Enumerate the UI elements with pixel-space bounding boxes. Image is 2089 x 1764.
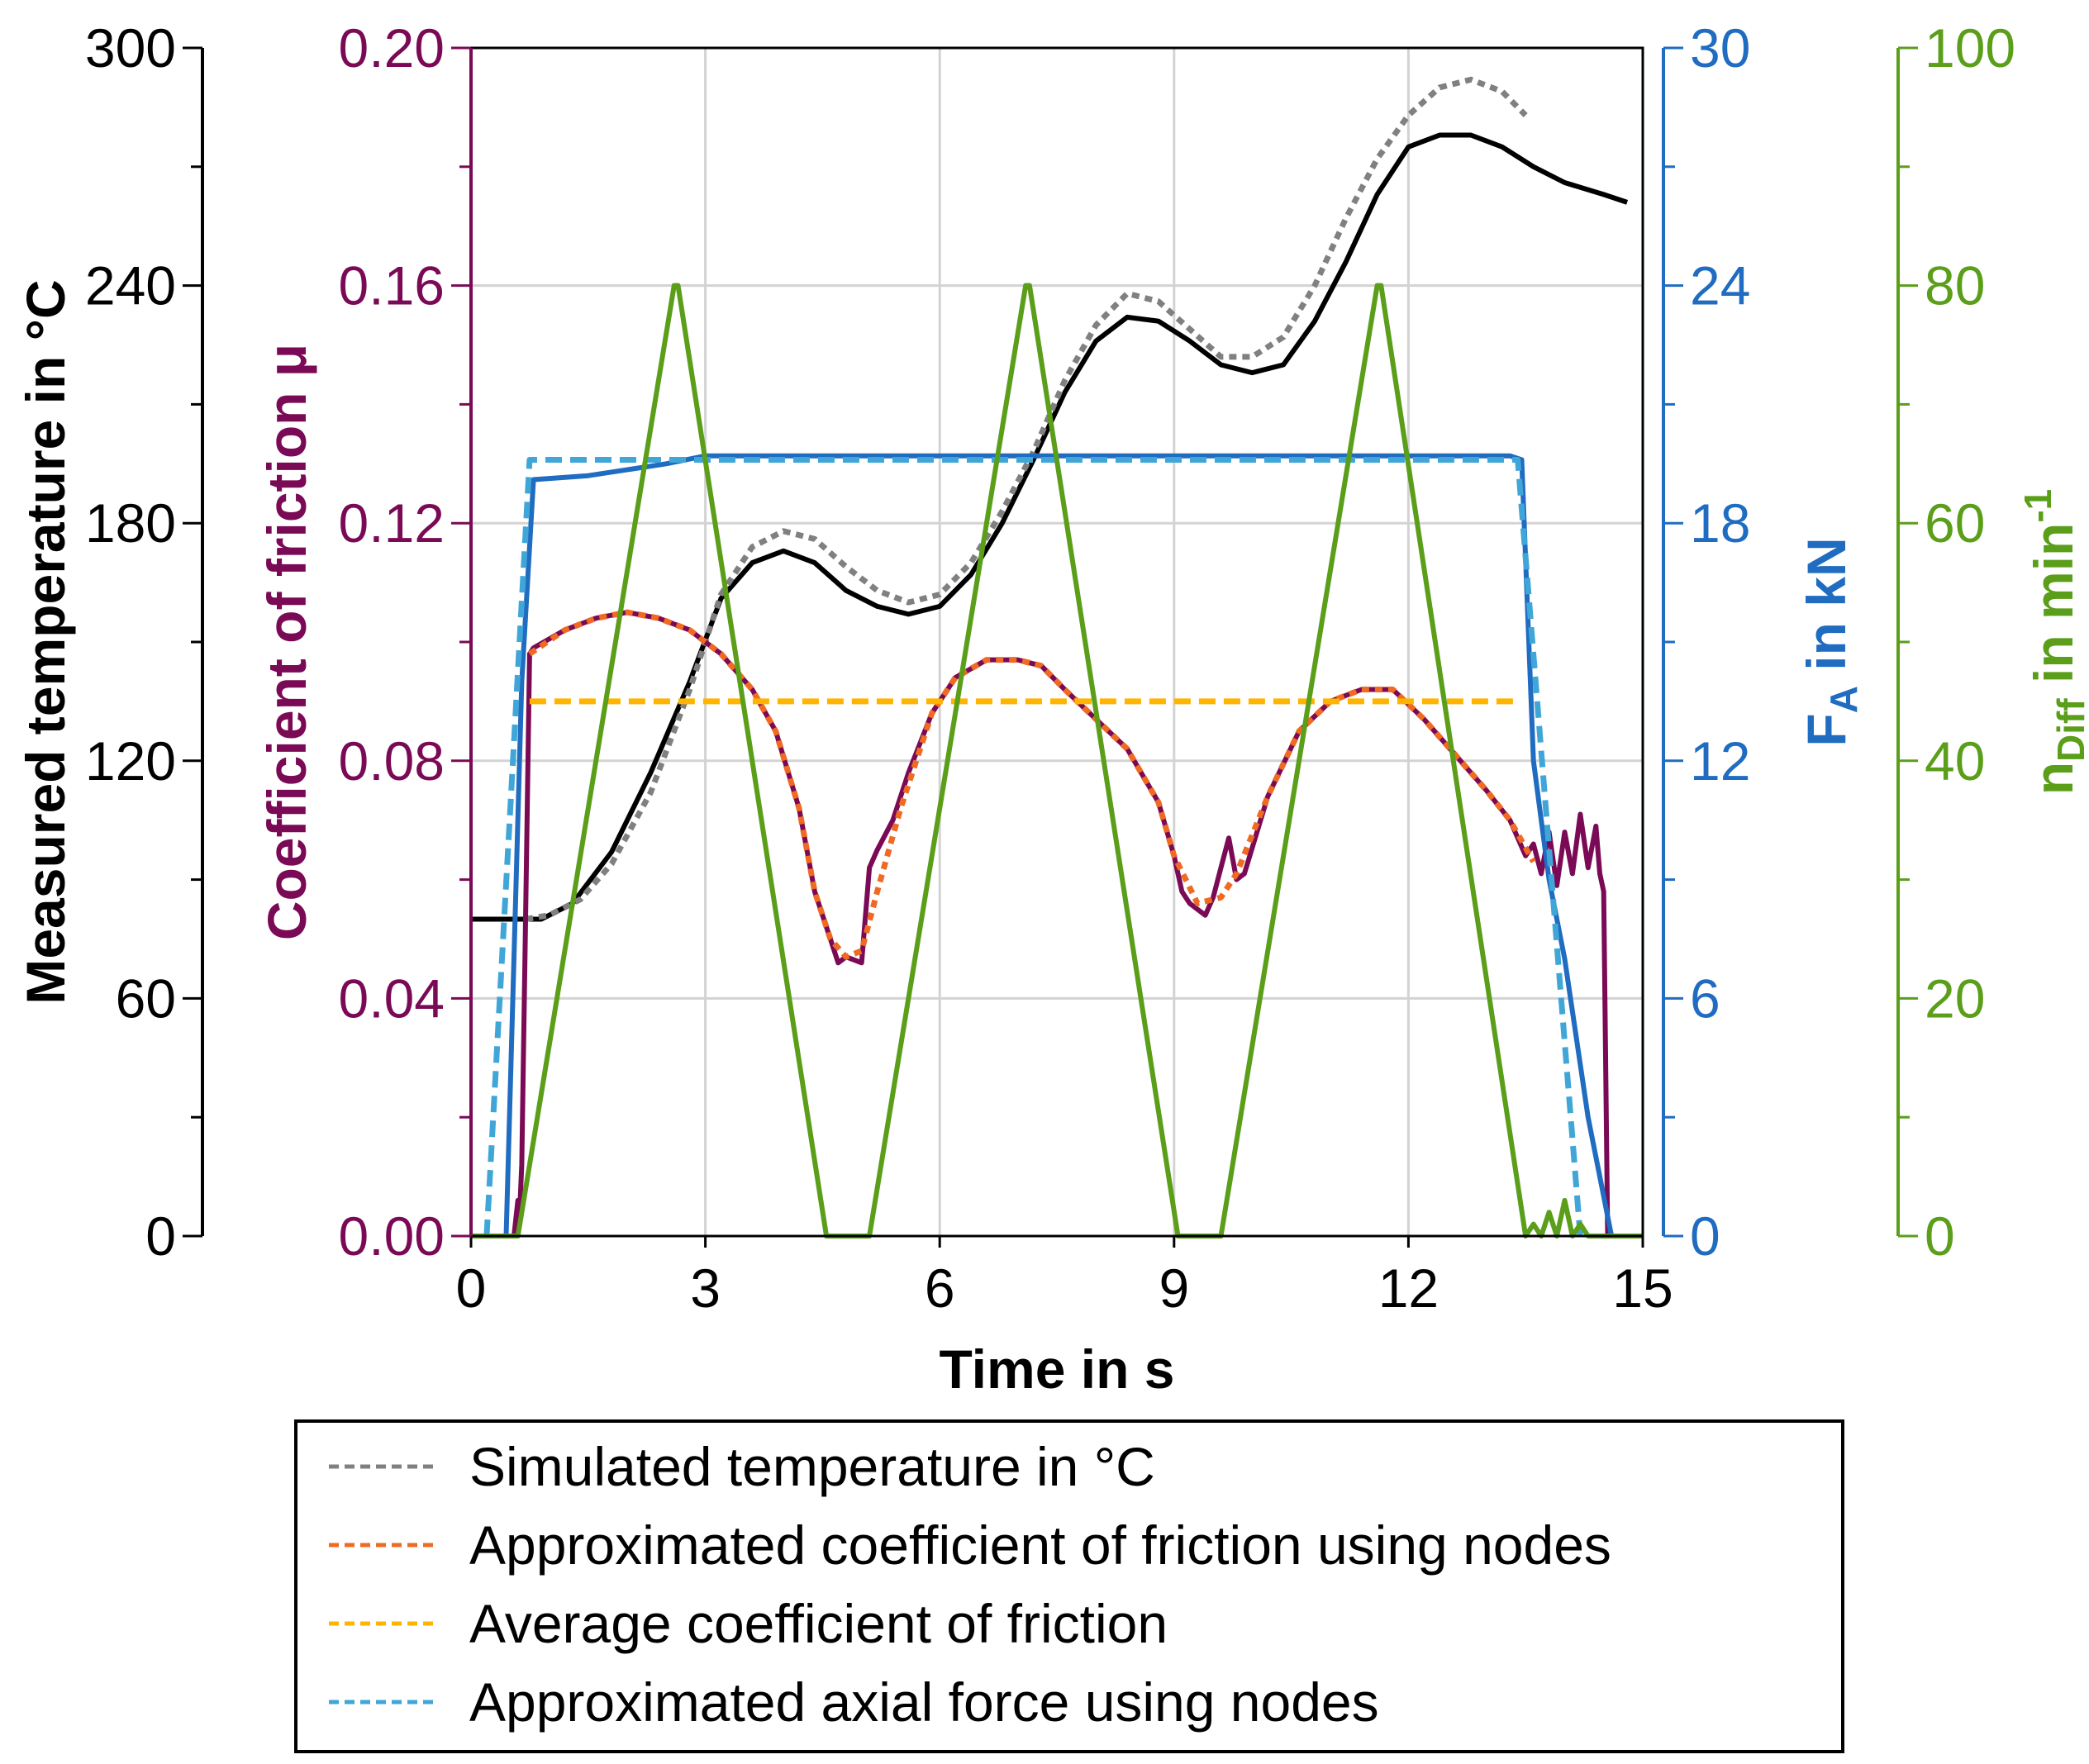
force-tick-label-0: 0 [1690, 1205, 1720, 1267]
speed-tick-label-2: 40 [1925, 730, 1985, 792]
speed-tick-label-5: 100 [1925, 17, 2015, 78]
force-axis-title-rest: in kN [1796, 537, 1857, 686]
speed-axis-title-main: n [2023, 762, 2084, 795]
x-tick-label-3: 9 [1159, 1258, 1189, 1319]
mu-tick-label-2: 0.08 [339, 730, 445, 792]
series-measured-coefficient-of-friction [471, 610, 1643, 1239]
mu-tick-label-4: 0.16 [339, 255, 445, 316]
speed-tick-label-4: 80 [1925, 255, 1985, 316]
force-axis-title: FA in kN [1796, 537, 1865, 746]
mu-tick-label-0: 0.00 [339, 1205, 445, 1267]
x-tick-label-5: 15 [1612, 1258, 1673, 1319]
series-measured-axial-force [471, 453, 1643, 1239]
temp-tick-label-3: 180 [85, 492, 176, 554]
x-axis-title: Time in s [940, 1338, 1175, 1400]
plot-frame [469, 46, 1644, 1238]
speed-axis-title-sup: -1 [2016, 489, 2059, 523]
temp-tick-label-0: 0 [145, 1205, 176, 1267]
mu-tick-label-3: 0.12 [339, 492, 445, 554]
legend-label-approx-friction: Approximated coefficient of friction usi… [469, 1514, 1611, 1576]
force-axis-title-sub: A [1822, 686, 1865, 713]
force-tick-label-3: 18 [1690, 492, 1750, 554]
speed-axis-title: nDiff in min-1 [2016, 489, 2089, 796]
x-tick-label-1: 3 [690, 1258, 721, 1319]
temperature-axis-title: Measured temperature in °C [15, 279, 76, 1004]
mu-tick-label-1: 0.04 [339, 968, 445, 1029]
speed-axis-title-sub: Diff [2049, 698, 2089, 762]
force-tick-label-5: 30 [1690, 17, 1750, 78]
legend-label-average-friction: Average coefficient of friction [469, 1593, 1168, 1654]
grid-lines [471, 48, 1643, 1236]
speed-axis-title-rest: in min [2023, 523, 2084, 699]
series-simulated-temperature-in-c [525, 76, 1528, 922]
speed-tick-label-0: 0 [1925, 1205, 1955, 1267]
temp-tick-label-2: 120 [85, 730, 176, 792]
speed-tick-label-3: 60 [1925, 492, 1985, 554]
friction-axis-title: Coefficient of friction μ [256, 344, 317, 940]
temp-tick-label-4: 240 [85, 255, 176, 316]
force-axis-title-main: F [1796, 713, 1857, 746]
temp-tick-label-5: 300 [85, 17, 176, 78]
legend-label-simulated-temperature: Simulated temperature in °C [469, 1436, 1155, 1497]
series-approximated-coefficient-of-friction-using-nodes [527, 609, 1536, 960]
x-tick-label-4: 12 [1378, 1258, 1439, 1319]
legend-label-approx-axial-force: Approximated axial force using nodes [469, 1671, 1379, 1733]
force-tick-label-1: 6 [1690, 968, 1720, 1029]
force-tick-label-4: 24 [1690, 255, 1750, 316]
temp-tick-label-1: 60 [116, 968, 176, 1029]
legend-box [294, 1419, 1844, 1753]
x-tick-label-0: 0 [456, 1258, 487, 1319]
x-tick-label-2: 6 [925, 1258, 955, 1319]
axes: 0 3 6 9 12 150601201802403000.000.040.080.120… [85, 17, 2015, 1319]
force-tick-label-2: 12 [1690, 730, 1750, 792]
mu-tick-label-5: 0.20 [339, 17, 445, 78]
speed-tick-label-1: 20 [1925, 968, 1985, 1029]
series-differential-speed [471, 283, 1643, 1239]
series-lines [471, 76, 1643, 1239]
series-approximated-axial-force-using-nodes [483, 457, 1583, 1237]
legend: Simulated temperature in °C Approximated… [294, 1419, 1844, 1753]
